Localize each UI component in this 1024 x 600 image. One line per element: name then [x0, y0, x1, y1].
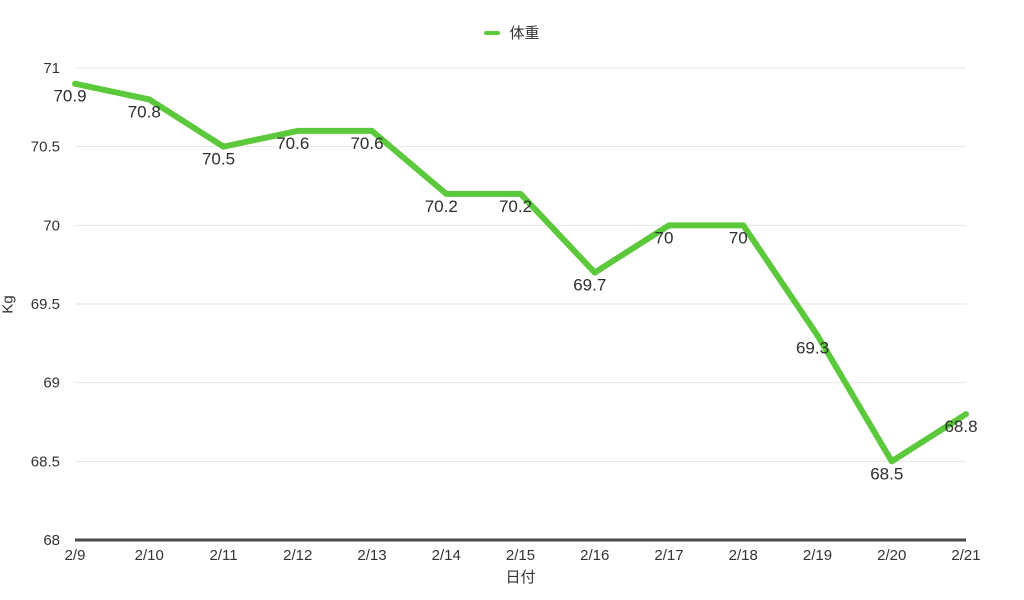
x-tick-label: 2/21: [951, 547, 980, 564]
x-tick-label: 2/20: [877, 547, 906, 564]
legend: 体重: [0, 24, 1024, 42]
x-tick-label: 2/9: [65, 547, 86, 564]
x-tick-label: 2/11: [209, 547, 237, 564]
data-label: 69.7: [573, 276, 606, 295]
x-tick-label: 2/17: [654, 547, 683, 564]
data-label: 70: [655, 228, 674, 247]
data-label: 70.6: [350, 134, 383, 153]
y-tick-label: 70: [43, 217, 60, 234]
legend-line-marker: [484, 31, 501, 35]
data-label: 70.8: [128, 102, 161, 121]
x-axis-title: 日付: [505, 569, 536, 586]
data-label: 68.8: [944, 417, 977, 436]
x-tick-label: 2/12: [283, 547, 312, 564]
y-tick-label: 71: [43, 60, 60, 77]
y-tick-label: 69: [43, 375, 60, 392]
y-tick-label: 68.5: [31, 453, 60, 470]
x-tick-label: 2/16: [580, 547, 609, 564]
data-label: 68.5: [870, 464, 903, 483]
data-label: 70.2: [425, 197, 458, 216]
data-label: 70.6: [276, 134, 309, 153]
x-tick-label: 2/18: [729, 547, 758, 564]
data-label: 69.3: [796, 338, 829, 357]
data-label: 70: [729, 228, 748, 247]
data-label: 70.2: [499, 197, 532, 216]
y-axis-title: Kg: [0, 295, 17, 314]
weight-line: [72, 80, 969, 465]
x-tick-label: 2/13: [357, 547, 386, 564]
x-tick-label: 2/15: [506, 547, 535, 564]
data-label: 70.5: [202, 150, 235, 169]
y-tick-label: 70.5: [31, 139, 60, 156]
x-tick-label: 2/14: [432, 547, 461, 564]
x-tick-label: 2/19: [803, 547, 832, 564]
y-tick-label: 69.5: [31, 296, 60, 313]
y-tick-label: 68: [43, 532, 60, 549]
legend-label: 体重: [509, 24, 540, 42]
x-tick-label: 2/10: [135, 547, 164, 564]
data-label: 70.9: [53, 87, 86, 106]
